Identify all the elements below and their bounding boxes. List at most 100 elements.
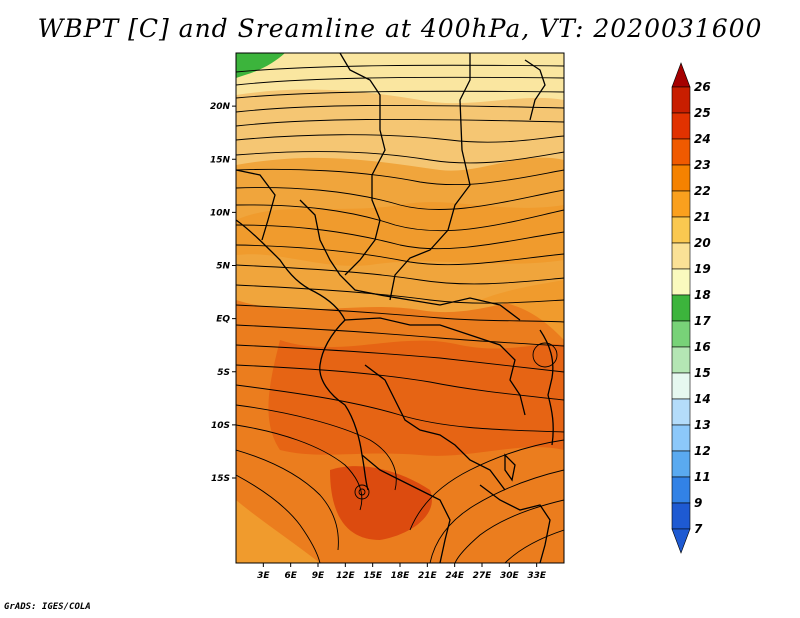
wbpt-region-21-east: [480, 280, 564, 340]
y-tick-label: 15S: [211, 474, 230, 484]
wbpt-region-17: [236, 53, 285, 78]
colorbar-label: 9: [694, 496, 702, 510]
streamline: [236, 324, 564, 347]
streamline: [236, 284, 564, 304]
border: [364, 364, 506, 491]
streamline: [454, 499, 564, 563]
colorbar-label: 17: [694, 314, 711, 328]
colorbar-swatch: [671, 164, 691, 192]
colorbar-label: 22: [694, 184, 711, 198]
border: [539, 329, 554, 446]
wbpt-region-24: [330, 466, 432, 540]
x-tick-label: 33E: [527, 571, 547, 581]
y-tick-label: 20N: [210, 102, 231, 112]
colorbar-arrow-bottom: [671, 528, 691, 554]
border: [299, 199, 521, 321]
border: [389, 53, 471, 301]
x-tick-label: 30E: [500, 571, 520, 581]
streamline: [236, 187, 564, 210]
x-tick-label: 6E: [284, 571, 297, 581]
colorbar-label: 25: [694, 106, 711, 120]
y-axis: 20N 15N 10N 5N EQ 5S 10S 15S: [210, 102, 236, 484]
streamline: [409, 439, 564, 531]
colorbar-swatch: [671, 190, 691, 218]
streamline: [236, 244, 564, 266]
x-tick-label: 3E: [257, 571, 270, 581]
wbpt-field: [236, 53, 564, 563]
colorbar-label: 15: [694, 366, 711, 380]
y-tick-label: 5S: [217, 368, 230, 378]
colorbar-label: 7: [694, 522, 703, 536]
streamline: [429, 469, 564, 563]
border: [339, 53, 386, 276]
x-tick-label: 21E: [418, 571, 438, 581]
streamline: [236, 384, 564, 433]
colorbar-swatch: [671, 294, 691, 322]
colorbar: 26 25 24 23 22 21 20 19 18 17 16 15 14 13 12 11 9 7: [671, 62, 711, 554]
streamline: [236, 264, 564, 285]
lake: [504, 453, 516, 482]
y-tick-label: 5N: [216, 262, 230, 272]
x-tick-label: 27E: [473, 571, 493, 581]
streamline: [236, 168, 564, 186]
colorbar-swatch: [671, 372, 691, 400]
country-borders: [236, 53, 554, 563]
streamline: [236, 449, 339, 551]
streamline: [236, 90, 564, 99]
x-tick-label: 9E: [312, 571, 325, 581]
streamline: [236, 76, 564, 86]
y-tick-label: 15N: [210, 155, 231, 165]
streamline: [236, 404, 397, 491]
border: [479, 484, 551, 563]
border: [236, 169, 276, 241]
streamlines: [236, 64, 564, 563]
colorbar-label: 13: [694, 418, 711, 432]
streamline: [236, 151, 564, 164]
chart-title: WBPT [C] and Sreamline at 400hPa, VT: 20…: [37, 14, 763, 43]
streamline: [236, 424, 363, 511]
x-tick-label: 15E: [363, 571, 383, 581]
grads-credit: GrADS: IGES/COLA: [4, 602, 91, 612]
cyclone-center: [358, 488, 366, 496]
colorbar-swatch: [671, 398, 691, 426]
colorbar-swatch: [671, 346, 691, 374]
colorbar-label: 19: [694, 262, 711, 276]
colorbar-swatch: [671, 424, 691, 452]
colorbar-label: 18: [694, 288, 711, 302]
colorbar-label: 21: [694, 210, 711, 224]
streamline: [236, 224, 564, 250]
streamline: [236, 104, 564, 113]
coastline: [236, 219, 369, 491]
streamline: [236, 304, 564, 323]
wbpt-region-21-north: [236, 202, 564, 266]
y-tick-label: 10N: [210, 208, 231, 218]
border: [361, 454, 451, 563]
colorbar-swatch: [671, 242, 691, 270]
streamline: [236, 64, 564, 73]
border: [344, 317, 526, 416]
colorbar-label: 11: [694, 470, 711, 484]
colorbar-swatch: [671, 268, 691, 296]
colorbar-swatch: [671, 476, 691, 504]
colorbar-swatch: [671, 320, 691, 348]
streamline: [236, 364, 564, 401]
streamline: [236, 474, 321, 563]
colorbar-label: 12: [694, 444, 711, 458]
colorbar-swatch: [671, 112, 691, 140]
x-tick-label: 24E: [445, 571, 465, 581]
colorbar-label: 26: [694, 80, 711, 94]
colorbar-arrow-top: [671, 62, 691, 88]
x-tick-label: 18E: [391, 571, 411, 581]
colorbar-swatch: [671, 216, 691, 244]
colorbar-label: 16: [694, 340, 711, 354]
colorbar-label: 23: [694, 158, 711, 172]
colorbar-swatch: [671, 86, 691, 114]
y-tick-label: EQ: [216, 315, 230, 325]
colorbar-label: 20: [694, 236, 711, 250]
colorbar-label: 24: [694, 132, 711, 146]
wbpt-region-21-south: [236, 500, 320, 563]
cyclone-ring: [532, 342, 558, 368]
cyclone-center: [354, 484, 370, 500]
streamline: [504, 529, 564, 563]
streamline: [236, 118, 564, 127]
